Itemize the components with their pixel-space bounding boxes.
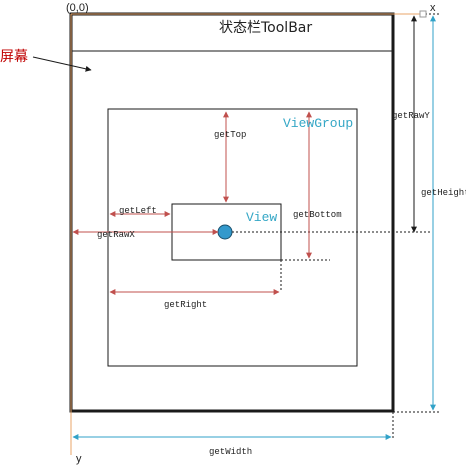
getRawY-label: getRawY [392, 111, 430, 121]
screen-label: 屏幕 [0, 49, 28, 65]
view-label: View [246, 210, 277, 225]
y-axis-label: y [76, 453, 82, 465]
getRawX-label: getRawX [97, 230, 135, 240]
screen-pointer-arrow [32, 56, 92, 72]
x-axis-end-marker [419, 10, 427, 18]
getLeft-label: getLeft [119, 206, 157, 216]
getHeight-label: getHeight [421, 188, 466, 198]
getRight-label: getRight [164, 300, 207, 310]
getTop-label: getTop [214, 130, 246, 140]
status-bar-label: 状态栏ToolBar [219, 20, 312, 36]
viewgroup-label: ViewGroup [283, 116, 353, 131]
getWidth-label: getWidth [209, 447, 252, 457]
x-axis-label: x [430, 2, 436, 14]
touch-point-dot [217, 224, 233, 240]
viewgroup-box [107, 108, 358, 367]
getBottom-label: getBottom [293, 210, 342, 220]
origin-label: (0,0) [66, 2, 89, 14]
